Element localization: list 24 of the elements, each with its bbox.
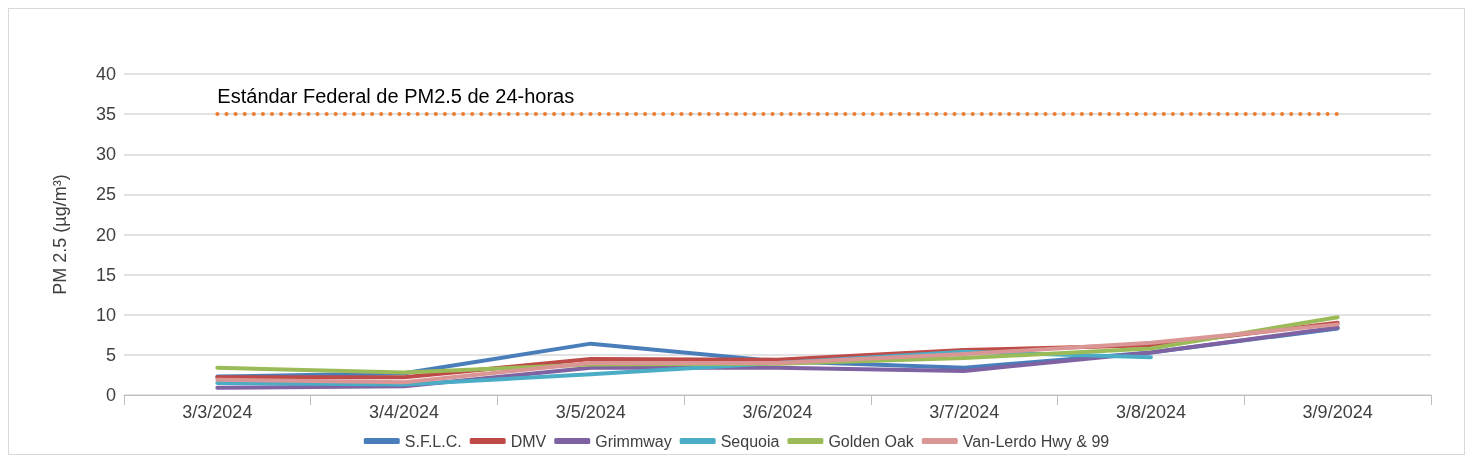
x-tick-label: 3/3/2024 <box>182 402 253 422</box>
legend-label: S.F.L.C. <box>404 432 462 450</box>
y-tick-label: 25 <box>95 184 116 205</box>
y-tick-label: 0 <box>105 385 116 405</box>
legend-label: Van-Lerdo Hwy & 99 <box>962 432 1110 450</box>
y-tick-label: 35 <box>95 104 116 125</box>
x-tick-label: 3/6/2024 <box>742 402 813 422</box>
legend-label: DMV <box>510 432 547 450</box>
x-tick-label: 3/4/2024 <box>369 402 440 422</box>
x-tick-label: 3/7/2024 <box>929 402 1000 422</box>
y-axis-title: PM 2.5 (µg/m³) <box>50 174 70 295</box>
y-tick-label: 30 <box>95 144 116 165</box>
legend-label: Grimmway <box>595 432 672 450</box>
y-tick-label: 10 <box>95 304 116 325</box>
x-tick-label: 3/9/2024 <box>1302 402 1373 422</box>
x-tick-label: 3/8/2024 <box>1115 402 1186 422</box>
y-tick-label: 40 <box>95 64 116 84</box>
y-tick-label: 20 <box>95 224 116 245</box>
x-tick-label: 3/5/2024 <box>555 402 626 422</box>
legend-label: Sequoia <box>720 432 780 450</box>
ref-line-label: Estándar Federal de PM2.5 de 24-horas <box>217 85 575 108</box>
y-tick-label: 15 <box>95 264 116 285</box>
legend-label: Golden Oak <box>828 432 915 450</box>
y-tick-label: 5 <box>105 344 116 365</box>
